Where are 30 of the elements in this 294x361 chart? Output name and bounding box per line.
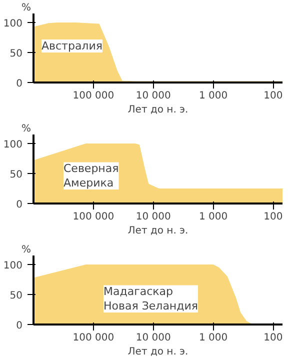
x-tick-label: 100 000 <box>72 90 114 102</box>
x-tick-label: 100 000 <box>72 212 114 222</box>
y-tick-label: 50 <box>10 170 23 180</box>
x-axis-title: Лет до н. э. <box>128 104 188 116</box>
y-tick-label: 100 <box>3 260 23 272</box>
y-axis-title: % <box>22 2 32 14</box>
x-tick-label: 10 000 <box>136 332 171 344</box>
x-tick-label: 1 000 <box>198 90 228 102</box>
x-tick-label: 1 000 <box>198 212 228 222</box>
y-tick-label: 50 <box>10 290 23 302</box>
x-tick-label: 100 <box>264 90 283 102</box>
x-tick-label: 1 000 <box>198 332 228 344</box>
y-axis-title: % <box>22 244 32 256</box>
annotation: Мадагаскар Новая Зеландия <box>104 285 198 312</box>
y-tick-label: 100 <box>3 140 23 150</box>
y-tick-label: 50 <box>10 48 23 60</box>
annotation: Австралия <box>42 40 102 52</box>
x-tick-label: 10 000 <box>136 90 171 102</box>
y-tick-label: 0 <box>16 78 23 90</box>
x-tick-label: 100 <box>264 332 283 344</box>
x-axis-title: Лет до н. э. <box>128 226 188 236</box>
y-tick-label: 0 <box>16 200 23 210</box>
x-tick-label: 10 000 <box>136 212 171 222</box>
y-tick-label: 0 <box>16 320 23 332</box>
x-axis-title: Лет до н. э. <box>128 346 188 358</box>
x-tick-label: 100 <box>264 212 283 222</box>
y-tick-label: 100 <box>3 18 23 30</box>
x-tick-label: 100 000 <box>72 332 114 344</box>
annotation: Северная Америка <box>64 162 119 190</box>
y-axis-title: % <box>22 124 32 134</box>
